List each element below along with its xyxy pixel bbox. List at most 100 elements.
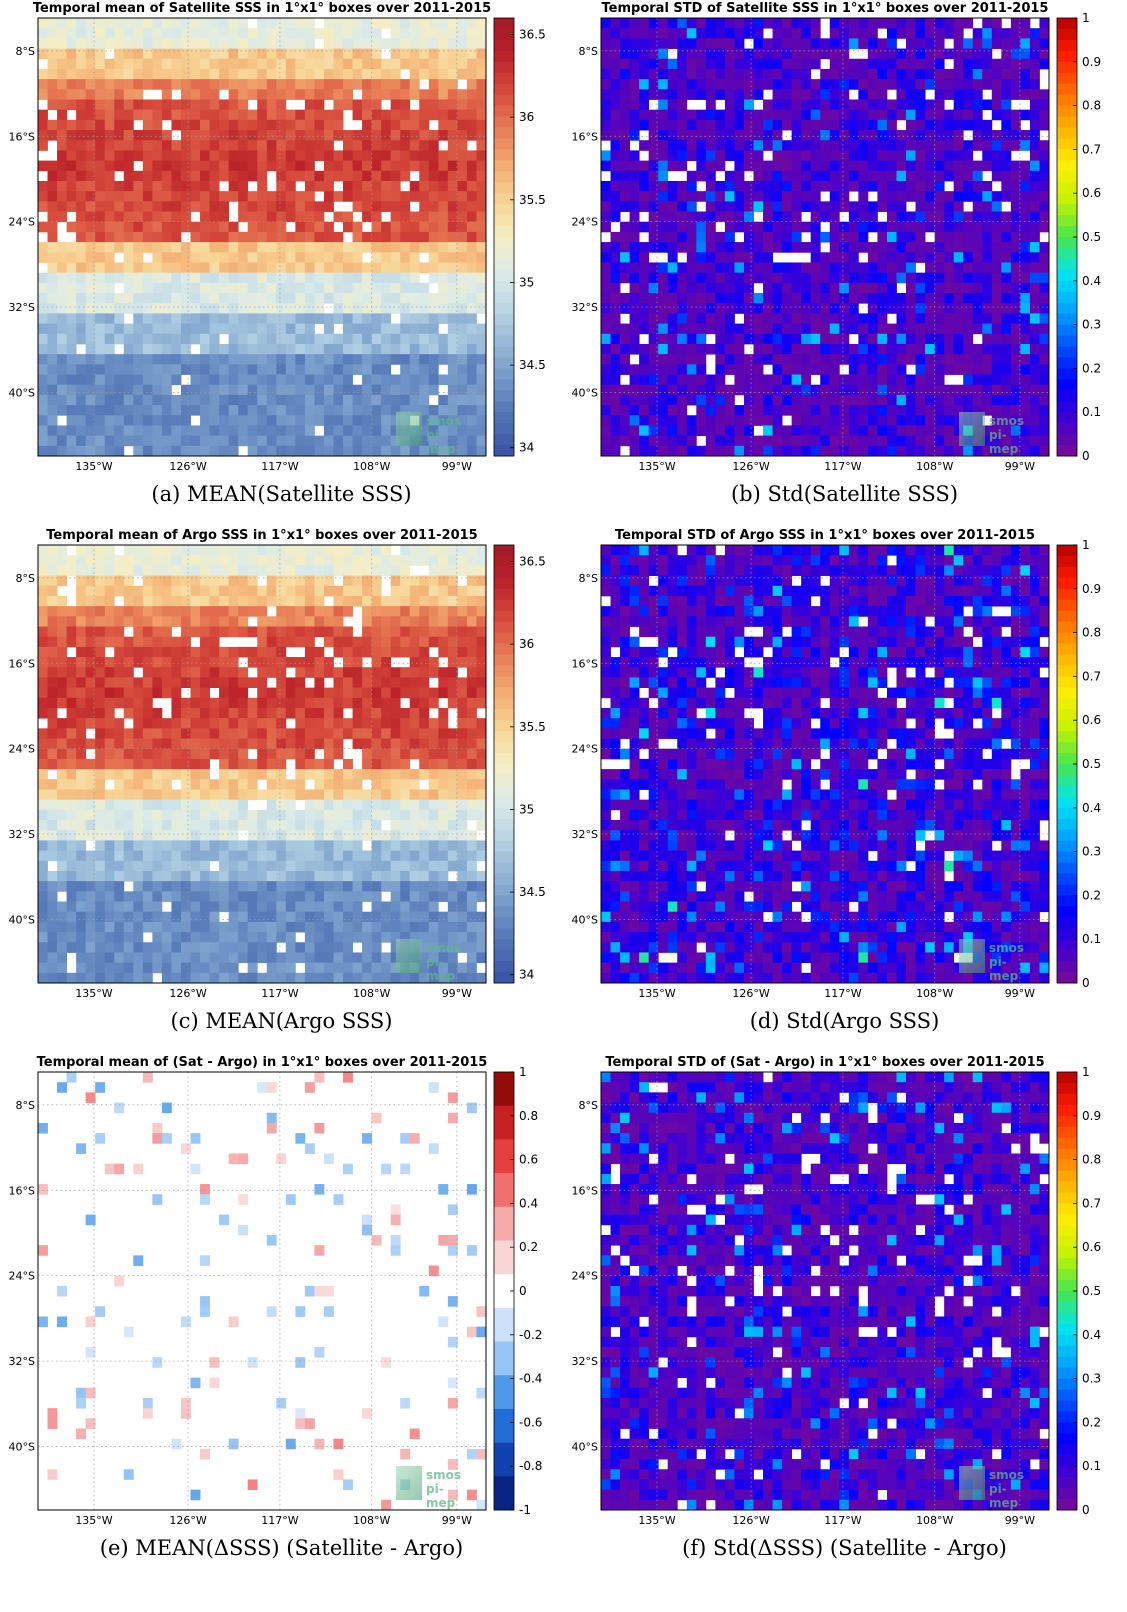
cell bbox=[667, 28, 678, 39]
cell bbox=[457, 616, 468, 627]
cell bbox=[114, 374, 125, 386]
cell bbox=[829, 445, 840, 457]
cell bbox=[85, 313, 96, 324]
cell bbox=[715, 384, 726, 396]
cell bbox=[848, 252, 859, 263]
cell bbox=[667, 323, 678, 335]
cell bbox=[38, 646, 48, 658]
cell bbox=[85, 323, 96, 335]
cell bbox=[123, 180, 134, 192]
cell bbox=[801, 323, 812, 335]
cell bbox=[848, 119, 859, 131]
cell bbox=[447, 667, 458, 678]
cell bbox=[801, 293, 812, 304]
cell bbox=[304, 738, 315, 750]
cell bbox=[409, 28, 420, 39]
cell bbox=[266, 18, 277, 29]
cell bbox=[209, 425, 220, 437]
cell bbox=[686, 79, 697, 90]
cell bbox=[190, 769, 201, 780]
cell bbox=[95, 657, 106, 668]
cell bbox=[95, 687, 106, 699]
cell bbox=[763, 333, 773, 345]
cell bbox=[438, 170, 449, 182]
cell bbox=[238, 170, 249, 182]
cell bbox=[57, 606, 67, 617]
cell bbox=[238, 191, 249, 202]
cell bbox=[390, 425, 401, 437]
cell bbox=[686, 445, 697, 457]
cell bbox=[743, 48, 754, 60]
cell bbox=[57, 687, 67, 699]
cell bbox=[180, 769, 191, 780]
cell bbox=[76, 354, 87, 365]
cell bbox=[114, 150, 125, 162]
cell bbox=[466, 394, 477, 406]
cell bbox=[285, 595, 296, 607]
cell bbox=[285, 68, 296, 80]
cell bbox=[1010, 384, 1021, 396]
cell bbox=[1029, 170, 1040, 182]
cell bbox=[142, 646, 153, 658]
cell bbox=[466, 748, 477, 760]
cell bbox=[466, 445, 477, 457]
cell bbox=[1001, 405, 1012, 416]
cell bbox=[1029, 293, 1040, 304]
cell bbox=[190, 180, 201, 192]
cell bbox=[743, 231, 754, 243]
cell bbox=[266, 769, 277, 780]
cell bbox=[715, 89, 726, 100]
cell bbox=[447, 38, 458, 49]
cell bbox=[304, 405, 315, 416]
cell bbox=[466, 119, 477, 131]
cell bbox=[877, 99, 888, 111]
cell bbox=[362, 293, 373, 304]
cell bbox=[95, 303, 106, 314]
cell bbox=[295, 575, 306, 587]
cell bbox=[323, 231, 334, 243]
cell bbox=[982, 99, 993, 111]
cell bbox=[390, 374, 401, 386]
cell bbox=[114, 415, 125, 426]
cell bbox=[85, 636, 96, 648]
cell bbox=[104, 252, 115, 263]
cell bbox=[238, 68, 249, 80]
cell bbox=[247, 221, 258, 233]
cell bbox=[610, 303, 621, 314]
cell bbox=[276, 170, 287, 182]
cell bbox=[304, 99, 315, 111]
cell bbox=[476, 242, 487, 253]
cell bbox=[925, 384, 936, 396]
x-tick-label: 108°W bbox=[916, 460, 953, 473]
cell bbox=[304, 575, 315, 587]
cell bbox=[390, 48, 401, 60]
cell bbox=[104, 354, 115, 365]
cell bbox=[772, 303, 783, 314]
cell bbox=[944, 313, 955, 324]
cell bbox=[906, 405, 916, 416]
cell bbox=[133, 626, 144, 638]
cell bbox=[782, 38, 793, 49]
cell bbox=[161, 364, 172, 375]
cell bbox=[466, 354, 477, 365]
cell bbox=[209, 606, 220, 617]
cell bbox=[601, 48, 611, 60]
cell bbox=[839, 221, 850, 233]
cell bbox=[963, 242, 974, 253]
cell bbox=[820, 303, 831, 314]
x-tick-label: 108°W bbox=[353, 460, 390, 473]
cell bbox=[57, 769, 67, 780]
cell bbox=[285, 374, 296, 386]
cell bbox=[95, 667, 106, 678]
cell bbox=[180, 48, 191, 60]
cell bbox=[371, 201, 382, 212]
cell bbox=[419, 262, 430, 274]
cell bbox=[829, 435, 840, 447]
cell bbox=[152, 242, 163, 253]
cell bbox=[991, 150, 1002, 162]
cell bbox=[352, 109, 363, 121]
cell bbox=[104, 313, 115, 324]
cell bbox=[400, 58, 411, 70]
cell bbox=[629, 425, 640, 437]
cell bbox=[466, 738, 477, 750]
